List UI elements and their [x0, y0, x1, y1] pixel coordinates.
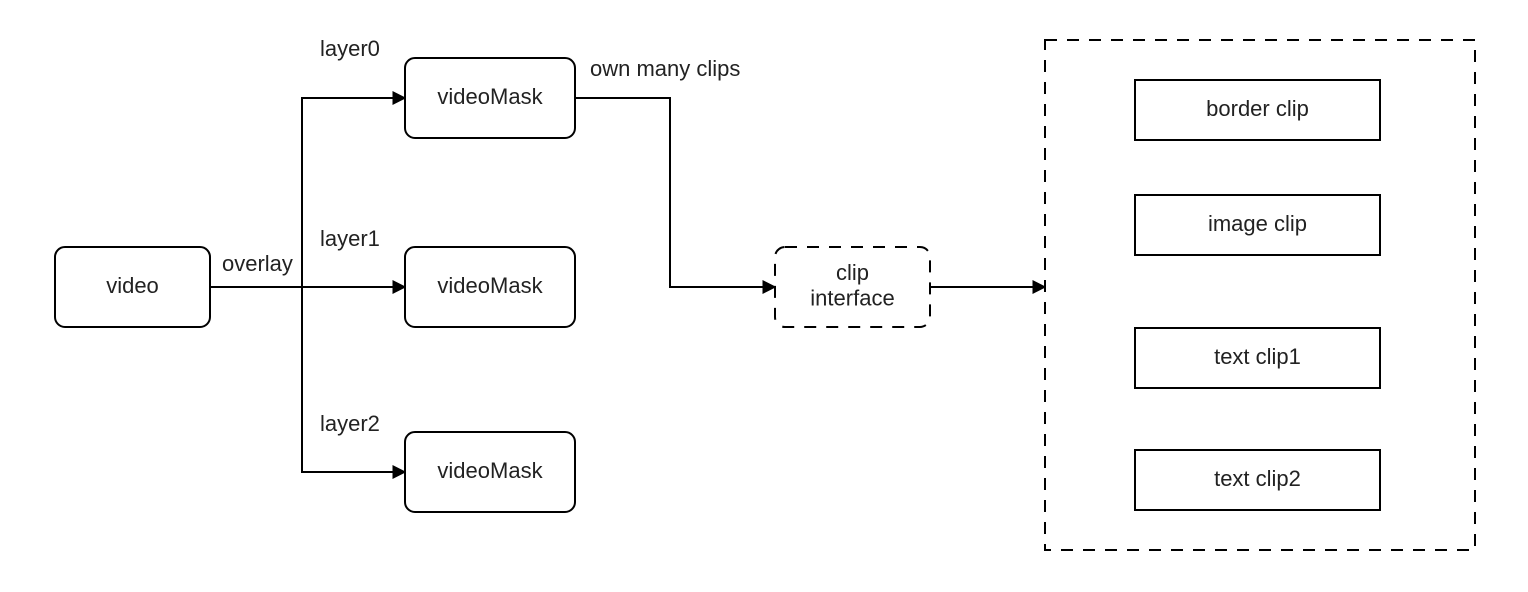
- edge-label-e-overlay: overlay: [222, 251, 293, 276]
- node-label-borderclip: border clip: [1206, 96, 1309, 121]
- edge-label-e-layer1-lbl: layer1: [320, 226, 380, 251]
- node-label-clipif-line1: interface: [810, 285, 894, 310]
- diagram-canvas: overlay layer0 layer1 layer2 own many clips v…: [0, 0, 1528, 592]
- node-label-mask1: videoMask: [437, 273, 543, 298]
- node-label-textclip2: text clip2: [1214, 466, 1301, 491]
- node-label-clipif-line0: clip: [836, 260, 869, 285]
- edge-label-e-layer0: layer0: [320, 36, 380, 61]
- edge-label-e-own: own many clips: [590, 56, 740, 81]
- node-label-imageclip: image clip: [1208, 211, 1307, 236]
- node-label-mask2: videoMask: [437, 458, 543, 483]
- node-label-video: video: [106, 273, 159, 298]
- node-label-mask0: videoMask: [437, 84, 543, 109]
- node-label-textclip1: text clip1: [1214, 344, 1301, 369]
- edge-label-e-layer2: layer2: [320, 411, 380, 436]
